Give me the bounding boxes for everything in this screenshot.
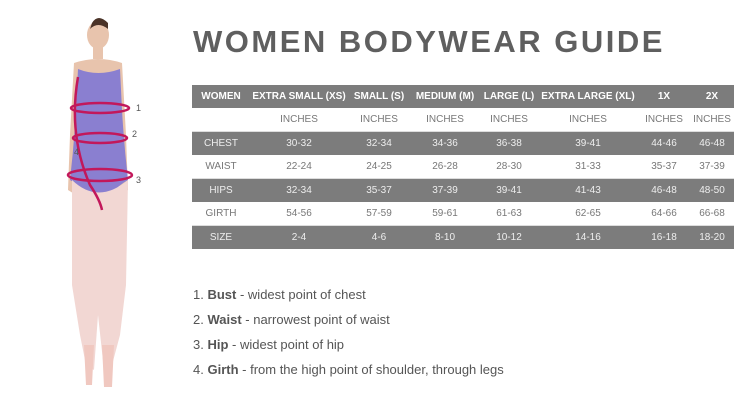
header-cell: EXTRA SMALL (XS) bbox=[250, 85, 348, 108]
table-cell: 64-66 bbox=[638, 202, 690, 226]
header-row: WOMEN EXTRA SMALL (XS) SMALL (S) MEDIUM … bbox=[192, 85, 734, 108]
table-cell: 18-20 bbox=[690, 225, 734, 249]
table-cell: 62-65 bbox=[538, 202, 638, 226]
table-cell: 39-41 bbox=[538, 131, 638, 155]
row-label: WAIST bbox=[192, 155, 250, 179]
table-cell: 10-12 bbox=[480, 225, 538, 249]
table-cell: 41-43 bbox=[538, 178, 638, 202]
measurement-notes: 1. Bust - widest point of chest 2. Waist … bbox=[193, 282, 504, 382]
note-number: 1. bbox=[193, 287, 204, 302]
note-term: Bust bbox=[207, 287, 237, 302]
table-cell: 2-4 bbox=[250, 225, 348, 249]
table-cell: 22-24 bbox=[250, 155, 348, 179]
table-cell: 32-34 bbox=[348, 131, 410, 155]
table-cell: 54-56 bbox=[250, 202, 348, 226]
table-cell: 14-16 bbox=[538, 225, 638, 249]
note-number: 2. bbox=[193, 312, 204, 327]
table-cell: 39-41 bbox=[480, 178, 538, 202]
figure-label-3: 3 bbox=[136, 175, 141, 185]
header-cell: WOMEN bbox=[192, 85, 250, 108]
note-number: 4. bbox=[193, 362, 204, 377]
table-cell: 35-37 bbox=[638, 155, 690, 179]
unit-cell: INCHES bbox=[250, 108, 348, 132]
page-title: WOMEN BODYWEAR GUIDE bbox=[193, 24, 665, 59]
units-row: INCHES INCHES INCHES INCHES INCHES INCHE… bbox=[192, 108, 734, 132]
model-figure: 1 2 3 4 bbox=[66, 18, 141, 387]
note-term: Hip bbox=[207, 337, 229, 352]
table-cell: 59-61 bbox=[410, 202, 480, 226]
table-cell: 26-28 bbox=[410, 155, 480, 179]
note-description: - from the high point of shoulder, throu… bbox=[238, 362, 504, 377]
unit-cell: INCHES bbox=[538, 108, 638, 132]
table-cell: 46-48 bbox=[638, 178, 690, 202]
figure-label-1: 1 bbox=[136, 103, 141, 113]
table-cell: 57-59 bbox=[348, 202, 410, 226]
table-cell: 34-36 bbox=[410, 131, 480, 155]
unit-cell: INCHES bbox=[480, 108, 538, 132]
row-label: SIZE bbox=[192, 225, 250, 249]
figure-label-4: 4 bbox=[74, 147, 79, 157]
row-label: GIRTH bbox=[192, 202, 250, 226]
size-chart-table: WOMEN EXTRA SMALL (XS) SMALL (S) MEDIUM … bbox=[192, 85, 734, 249]
unit-cell bbox=[192, 108, 250, 132]
note-term: Girth bbox=[207, 362, 239, 377]
unit-cell: INCHES bbox=[348, 108, 410, 132]
table-cell: 35-37 bbox=[348, 178, 410, 202]
header-cell: EXTRA LARGE (XL) bbox=[538, 85, 638, 108]
table-cell: 44-46 bbox=[638, 131, 690, 155]
table-cell: 66-68 bbox=[690, 202, 734, 226]
table-row: WAIST 22-24 24-25 26-28 28-30 31-33 35-37 37-39 bbox=[192, 155, 734, 179]
note-number: 3. bbox=[193, 337, 204, 352]
table-cell: 61-63 bbox=[480, 202, 538, 226]
note-item: 3. Hip - widest point of hip bbox=[193, 332, 504, 357]
header-cell: SMALL (S) bbox=[348, 85, 410, 108]
header-cell: 1X bbox=[638, 85, 690, 108]
header-cell: LARGE (L) bbox=[480, 85, 538, 108]
table-cell: 8-10 bbox=[410, 225, 480, 249]
table-cell: 24-25 bbox=[348, 155, 410, 179]
table-cell: 48-50 bbox=[690, 178, 734, 202]
note-item: 4. Girth - from the high point of should… bbox=[193, 357, 504, 382]
table-cell: 16-18 bbox=[638, 225, 690, 249]
note-description: - widest point of hip bbox=[228, 337, 345, 352]
table-cell: 30-32 bbox=[250, 131, 348, 155]
note-item: 2. Waist - narrowest point of waist bbox=[193, 307, 504, 332]
table-cell: 31-33 bbox=[538, 155, 638, 179]
unit-cell: INCHES bbox=[690, 108, 734, 132]
table-row: SIZE 2-4 4-6 8-10 10-12 14-16 16-18 18-20 bbox=[192, 225, 734, 249]
table-cell: 37-39 bbox=[690, 155, 734, 179]
table-cell: 28-30 bbox=[480, 155, 538, 179]
header-cell: 2X bbox=[690, 85, 734, 108]
table-cell: 46-48 bbox=[690, 131, 734, 155]
note-term: Waist bbox=[207, 312, 242, 327]
header-cell: MEDIUM (M) bbox=[410, 85, 480, 108]
figure-label-2: 2 bbox=[132, 129, 137, 139]
note-description: - widest point of chest bbox=[236, 287, 366, 302]
unit-cell: INCHES bbox=[410, 108, 480, 132]
row-label: HIPS bbox=[192, 178, 250, 202]
note-description: - narrowest point of waist bbox=[241, 312, 390, 327]
table-cell: 32-34 bbox=[250, 178, 348, 202]
table-cell: 36-38 bbox=[480, 131, 538, 155]
table-row: HIPS 32-34 35-37 37-39 39-41 41-43 46-48 48-50 bbox=[192, 178, 734, 202]
table-row: CHEST 30-32 32-34 34-36 36-38 39-41 44-46 46-48 bbox=[192, 131, 734, 155]
unit-cell: INCHES bbox=[638, 108, 690, 132]
table-cell: 4-6 bbox=[348, 225, 410, 249]
note-item: 1. Bust - widest point of chest bbox=[193, 282, 504, 307]
row-label: CHEST bbox=[192, 131, 250, 155]
table-row: GIRTH 54-56 57-59 59-61 61-63 62-65 64-66 66-68 bbox=[192, 202, 734, 226]
table-cell: 37-39 bbox=[410, 178, 480, 202]
